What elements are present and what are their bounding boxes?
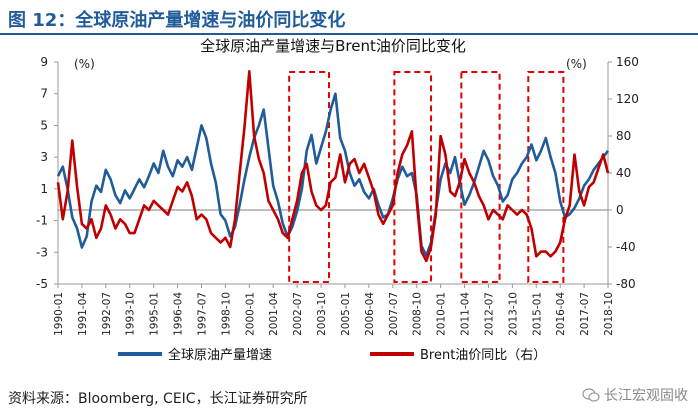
right-tick-label: 160 [616, 55, 639, 69]
left-tick-label: -3 [36, 245, 48, 259]
x-tick-label: 1996-04 [173, 292, 185, 336]
x-tick-label: 2006-04 [364, 292, 376, 336]
left-tick-label: 7 [40, 87, 48, 101]
series-line-2 [56, 70, 610, 263]
highlight-box-1 [288, 71, 331, 283]
x-tick-label: 2002-07 [292, 292, 304, 336]
left-tick-label: 5 [40, 118, 48, 132]
x-tick-label: 2008-10 [412, 292, 424, 336]
x-tick-label: 1991-04 [77, 292, 89, 336]
right-tick-label: 40 [616, 166, 631, 180]
left-tick-label: -5 [36, 277, 48, 291]
wechat-icon [582, 388, 600, 402]
x-tick-label: 2017-07 [579, 292, 591, 336]
left-axis-unit: (%) [74, 57, 95, 71]
x-tick-label: 2010-01 [436, 292, 448, 336]
x-tick-label: 2005-01 [340, 292, 352, 336]
x-tick-label: 1993-10 [125, 292, 137, 336]
x-tick-label: 2018-10 [603, 292, 615, 336]
chart: 全球原油产量增速与Brent油价同比变化 (%) (%) -5 -3 -1 1 3 5 7 9 -80… [36, 37, 639, 363]
watermark-text: 长江宏观固收 [604, 388, 688, 404]
title-divider [0, 33, 698, 35]
figure-header: 图 12：全球原油产量增速与油价同比变化 [0, 0, 698, 35]
right-tick-label: 120 [616, 92, 639, 106]
x-tick-label: 2013-10 [507, 292, 519, 336]
x-tick-label: 1995-01 [149, 292, 161, 336]
left-tick-label: 3 [40, 150, 48, 164]
figure-title: 图 12：全球原油产量增速与油价同比变化 [8, 10, 346, 31]
right-tick-label: 0 [616, 203, 624, 217]
x-tick-label: 2000-01 [244, 292, 256, 336]
x-tick-label: 1997-07 [196, 292, 208, 336]
left-tick-label: -1 [36, 214, 48, 228]
right-tick-label: 80 [616, 129, 631, 143]
x-tick-label: 2003-10 [316, 292, 328, 336]
source-note: 资料来源：Bloomberg, CEIC，长江证券研究所 [8, 391, 308, 407]
chart-title: 全球原油产量增速与Brent油价同比变化 [200, 37, 466, 55]
legend-label-1: 全球原油产量增速 [168, 347, 272, 363]
x-tick-label: 1992-07 [101, 292, 113, 336]
right-tick-label: -80 [616, 277, 636, 291]
x-tick-label: 1990-01 [53, 292, 65, 336]
x-tick-label: 2012-07 [483, 292, 495, 336]
right-axis-unit: (%) [566, 57, 587, 71]
x-tick-label: 2016-04 [555, 292, 567, 336]
x-tick-label: 2011-04 [460, 292, 472, 336]
left-tick-label: 9 [40, 55, 48, 69]
x-tick-label: 2007-07 [388, 292, 400, 336]
right-tick-label: -40 [616, 240, 636, 254]
watermark: 长江宏观固收 [582, 385, 688, 405]
legend-label-2: Brent油价同比（右） [420, 348, 546, 363]
x-tick-label: 1998-10 [220, 292, 232, 336]
highlight-box-4 [527, 71, 565, 283]
highlight-box-2 [393, 71, 433, 283]
x-tick-label: 2015-01 [531, 292, 543, 336]
left-tick-label: 1 [40, 182, 48, 196]
series-line-1 [56, 92, 610, 257]
x-tick-label: 2001-04 [268, 292, 280, 336]
